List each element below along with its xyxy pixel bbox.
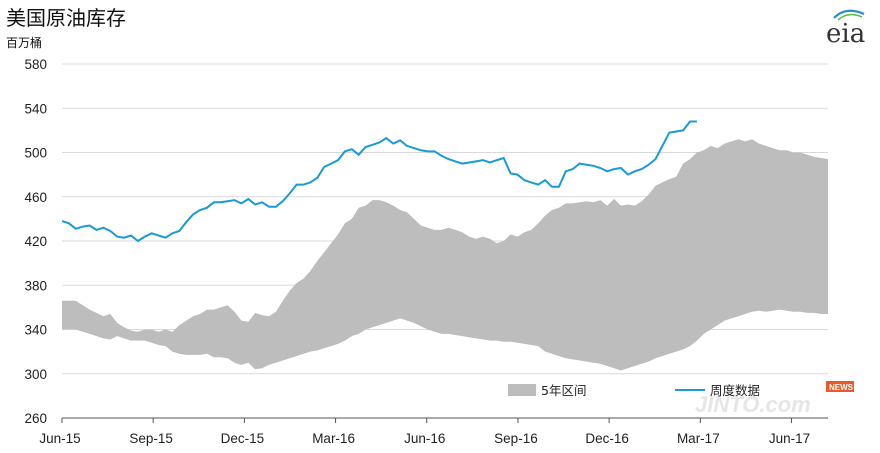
x-axis-ticks: Jun-15 Sep-15 Dec-15 Mar-16 Jun-16 Sep-16 Dec-… [39, 418, 810, 446]
y-tick-label: 260 [24, 411, 47, 426]
y-tick-label: 580 [24, 57, 47, 72]
svg-text:JINTO.com: JINTO.com [695, 392, 811, 417]
x-tick-label: Mar-16 [312, 431, 355, 446]
weekly-data-line [61, 120, 697, 243]
x-tick-label: Jun-17 [769, 431, 810, 446]
y-tick-label: 540 [24, 101, 47, 116]
y-tick-label: 380 [24, 278, 47, 293]
y-tick-label: 420 [24, 234, 47, 249]
x-tick-label: Sep-15 [129, 431, 173, 446]
legend: 5年区间 周度数据 [508, 383, 760, 398]
watermark: JINTO.com NEWS [695, 381, 854, 417]
x-tick-label: Dec-15 [221, 431, 265, 446]
y-tick-label: 500 [24, 146, 47, 161]
legend-band-label: 5年区间 [541, 383, 586, 398]
x-tick-label: Dec-16 [585, 431, 629, 446]
y-axis-ticks: 260 300 340 380 420 460 500 540 580 [24, 57, 47, 426]
y-tick-label: 460 [24, 190, 47, 205]
x-tick-label: Jun-16 [404, 431, 445, 446]
chart-title: 美国原油库存 [6, 6, 126, 30]
x-tick-label: Mar-17 [677, 431, 720, 446]
x-tick-label: Sep-16 [494, 431, 538, 446]
legend-line-label: 周度数据 [710, 383, 760, 398]
logo-text: eia [826, 19, 865, 48]
five-year-range-band [62, 139, 828, 371]
legend-band-swatch [508, 384, 536, 396]
eia-logo: eia [826, 9, 865, 48]
y-axis-unit: 百万桶 [6, 36, 43, 50]
y-tick-label: 300 [24, 367, 47, 382]
svg-text:NEWS: NEWS [829, 383, 854, 392]
x-tick-label: Jun-15 [39, 431, 80, 446]
y-tick-label: 340 [24, 323, 47, 338]
